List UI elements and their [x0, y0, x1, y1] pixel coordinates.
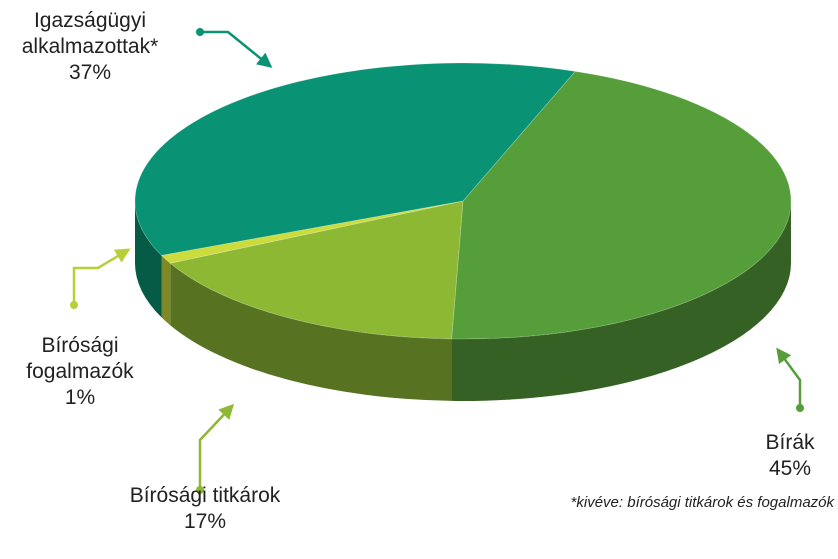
slice-label: Bírák 45% — [740, 430, 838, 482]
leader-line — [776, 347, 802, 408]
pie — [134, 62, 792, 401]
value-label: 1% — [64, 386, 96, 409]
slice-side — [170, 263, 452, 401]
slice-label: Bírósági titkárok 17% — [90, 483, 320, 535]
value-label: 17% — [183, 510, 227, 533]
category-label: Bírák — [765, 431, 815, 454]
value-label: 45% — [768, 457, 812, 480]
leaders — [70, 28, 804, 494]
leader-line — [198, 403, 235, 490]
slice-label: Bírósági fogalmazók 1% — [10, 333, 150, 411]
slice — [451, 70, 792, 340]
category-label: Bírósági titkárok — [129, 484, 281, 507]
leader-line — [200, 30, 273, 68]
value-label: 37% — [68, 61, 112, 84]
category-label: Igazságügyi alkalmazottak* — [21, 9, 159, 58]
slice-side — [135, 201, 162, 318]
slice — [160, 200, 464, 264]
leader-line — [72, 248, 131, 305]
slice-side — [161, 255, 171, 326]
slice — [169, 200, 464, 340]
footnote: *kivéve: bírósági titkárok és fogalmazók — [570, 494, 834, 511]
slice-side — [451, 201, 791, 401]
category-label: Bírósági fogalmazók — [26, 334, 134, 383]
slice — [134, 62, 576, 256]
slice-label: Igazságügyi alkalmazottak* 37% — [0, 8, 180, 86]
